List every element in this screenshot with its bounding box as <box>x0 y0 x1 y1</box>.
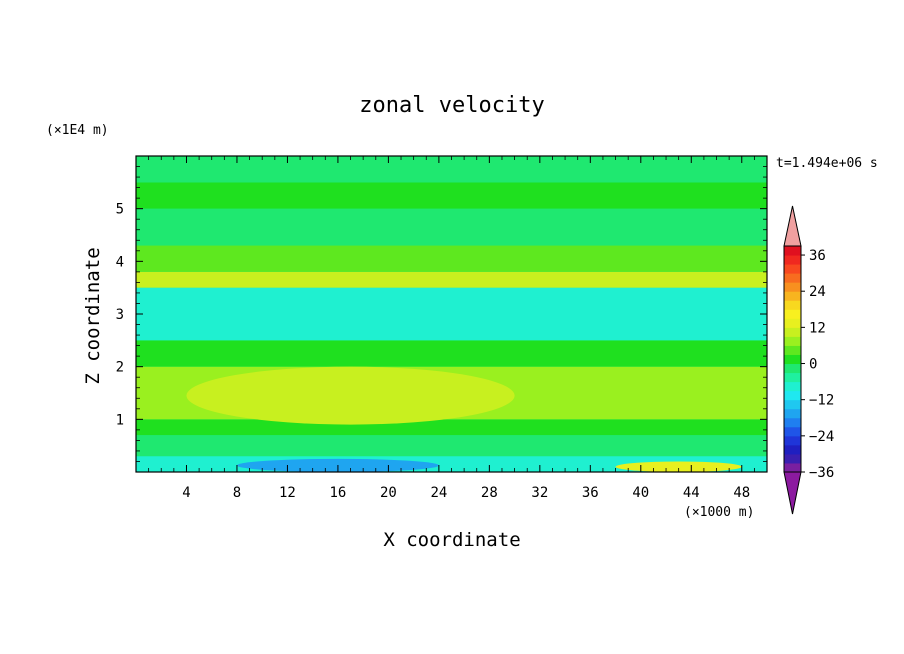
colorbar-swatch <box>784 390 801 401</box>
colorbar-swatch <box>784 426 801 437</box>
colorbar-under-triangle <box>783 471 802 515</box>
colorbar-tick-label: 0 <box>809 357 817 373</box>
velocity-band-5 <box>136 287 767 341</box>
x-unit-label: (×1000 m) <box>684 505 754 520</box>
x-tick-label: 36 <box>582 485 599 501</box>
colorbar-over-triangle <box>783 205 802 247</box>
colorbar-swatch <box>784 381 801 392</box>
colorbar-swatch <box>784 291 801 301</box>
colorbar-tick-label: 12 <box>809 320 826 336</box>
velocity-band-10 <box>136 156 767 183</box>
colorbar-swatch <box>784 453 801 464</box>
velocity-band-9 <box>136 182 767 209</box>
x-tick-label: 4 <box>182 485 190 501</box>
colorbar-swatch <box>784 345 801 355</box>
x-tick-label: 44 <box>683 485 700 501</box>
time-label: t=1.494e+06 s <box>776 156 878 171</box>
x-tick-label: 48 <box>733 485 750 501</box>
colorbar-swatch <box>784 327 801 337</box>
colorbar: 36 24 12 0 −12 −24 −36 <box>783 205 834 515</box>
colorbar-swatch <box>784 318 801 328</box>
velocity-band-8 <box>136 208 767 246</box>
y-tick-label: 1 <box>116 412 124 428</box>
y-tick-label: 4 <box>116 254 124 270</box>
y-tick-label: 5 <box>116 202 124 218</box>
y-unit-label: (×1E4 m) <box>46 123 109 138</box>
plot-area <box>135 155 768 473</box>
y-axis-ticks: 1 2 3 4 5 <box>116 166 767 462</box>
colorbar-swatch <box>784 363 801 374</box>
velocity-band-6 <box>136 271 767 288</box>
colorbar-swatch <box>784 435 801 446</box>
colorbar-swatch <box>784 255 801 265</box>
velocity-band-4 <box>136 340 767 367</box>
x-tick-label: 40 <box>632 485 649 501</box>
colorbar-swatch <box>784 408 801 419</box>
colorbar-tick-label: −24 <box>809 429 834 445</box>
x-tick-label: 8 <box>233 485 241 501</box>
colorbar-swatch <box>784 336 801 346</box>
colorbar-swatch <box>784 264 801 274</box>
colorbar-frame <box>783 245 802 473</box>
feature-surface-maximum <box>615 461 742 472</box>
velocity-band-1 <box>136 435 767 457</box>
velocity-band-2 <box>136 419 767 436</box>
feature-lower-jet <box>186 366 515 425</box>
y-tick-label: 3 <box>116 307 124 323</box>
colorbar-tick-label: 36 <box>809 248 826 264</box>
colorbar-swatch <box>784 354 801 365</box>
colorbar-tick-label: −36 <box>809 465 834 481</box>
colorbar-swatch <box>784 417 801 428</box>
colorbar-swatch <box>784 273 801 283</box>
chart-title: zonal velocity <box>359 93 544 118</box>
colorbar-swatch <box>784 444 801 455</box>
x-tick-label: 24 <box>430 485 447 501</box>
colorbar-swatch <box>784 372 801 383</box>
colorbar-swatch <box>784 309 801 319</box>
y-tick-label: 2 <box>116 360 124 376</box>
colorbar-swatch <box>784 246 801 256</box>
x-axis-ticks: 4 8 12 16 20 24 28 32 36 40 44 48 <box>148 156 755 501</box>
x-tick-label: 32 <box>531 485 548 501</box>
x-tick-label: 16 <box>329 485 346 501</box>
x-tick-label: 28 <box>481 485 498 501</box>
y-axis-label: Z coordinate <box>82 247 104 384</box>
x-axis-label: X coordinate <box>383 529 520 551</box>
colorbar-swatch <box>784 300 801 310</box>
x-tick-label: 20 <box>380 485 397 501</box>
velocity-band-7 <box>136 245 767 272</box>
velocity-field <box>136 156 767 472</box>
colorbar-swatch <box>784 462 801 473</box>
colorbar-tick-label: 24 <box>809 284 826 300</box>
colorbar-swatch <box>784 399 801 410</box>
x-tick-label: 12 <box>279 485 296 501</box>
colorbar-swatch <box>784 282 801 292</box>
colorbar-tick-label: −12 <box>809 393 834 409</box>
